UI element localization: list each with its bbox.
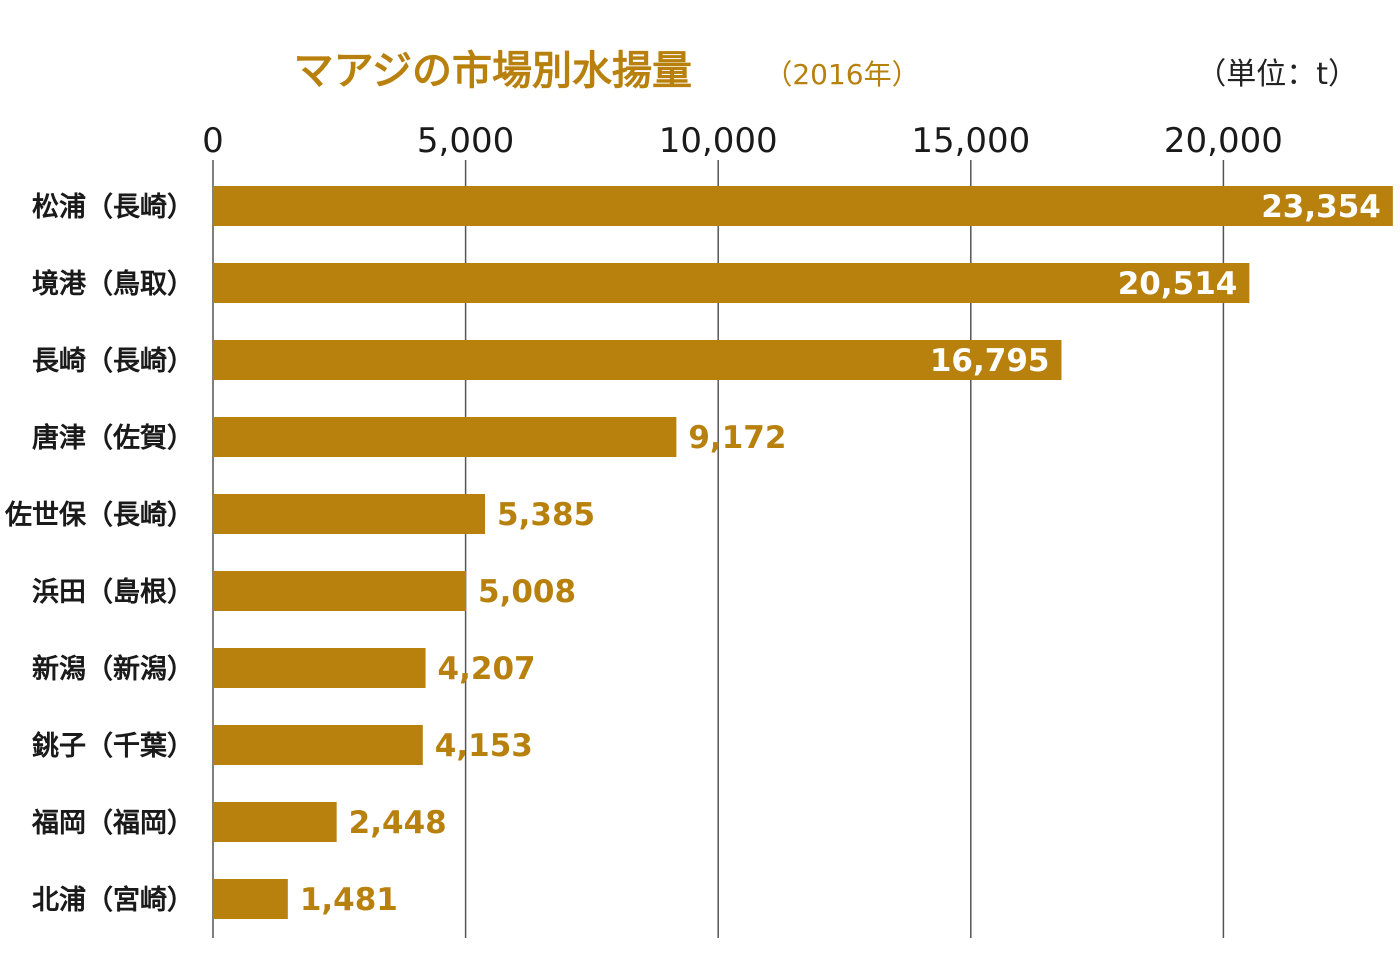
value-label: 1,481 [300, 882, 398, 918]
bar [213, 494, 486, 534]
unit-label: （単位：t） [1196, 57, 1358, 92]
chart-subtitle: （2016年） [764, 58, 919, 91]
x-tick-label: 0 [202, 121, 224, 161]
bar [213, 186, 1393, 226]
value-label: 20,514 [1118, 266, 1238, 302]
x-tick-label: 15,000 [911, 121, 1030, 161]
category-label: 佐世保（長崎） [4, 500, 194, 531]
x-tick-label: 10,000 [659, 121, 778, 161]
value-labels: 23,354 20,514 16,795 9,172 5,385 5,008 4,207 4,… [300, 189, 1381, 918]
category-label: 長崎（長崎） [32, 346, 194, 377]
x-tick-label: 20,000 [1164, 121, 1283, 161]
bar [213, 263, 1250, 303]
chart-title: マアジの市場別水揚量 [294, 48, 692, 94]
category-label: 松浦（長崎） [32, 191, 194, 223]
value-label: 16,795 [930, 343, 1050, 379]
x-tick-label: 5,000 [417, 121, 514, 161]
value-label: 4,207 [438, 651, 536, 687]
category-label: 福岡（福岡） [31, 808, 194, 839]
category-label: 浜田（島根） [32, 577, 194, 608]
value-label: 2,448 [349, 805, 447, 841]
value-label: 5,385 [497, 497, 595, 533]
bars [213, 186, 1393, 919]
category-label: 新潟（新潟） [32, 653, 194, 685]
bar [213, 340, 1062, 380]
bar [213, 571, 467, 611]
bar [213, 802, 337, 842]
category-label: 唐津（佐賀） [32, 422, 194, 454]
bar [213, 879, 288, 919]
value-label: 4,153 [435, 728, 533, 764]
bar [213, 725, 423, 765]
value-label: 9,172 [688, 420, 786, 456]
category-label: 銚子（千葉） [32, 730, 194, 762]
category-label: 境港（鳥取） [32, 269, 194, 300]
bar [213, 417, 677, 457]
bar [213, 648, 426, 688]
category-label: 北浦（宮崎） [32, 884, 194, 916]
value-label: 5,008 [478, 574, 576, 610]
category-labels: 松浦（長崎） 境港（鳥取） 長崎（長崎） 唐津（佐賀） 佐世保（長崎） 浜田（島根） 新潟（… [4, 191, 194, 916]
x-tick-labels: 0 5,000 10,000 15,000 20,000 [202, 121, 1283, 161]
value-label: 23,354 [1261, 189, 1381, 225]
